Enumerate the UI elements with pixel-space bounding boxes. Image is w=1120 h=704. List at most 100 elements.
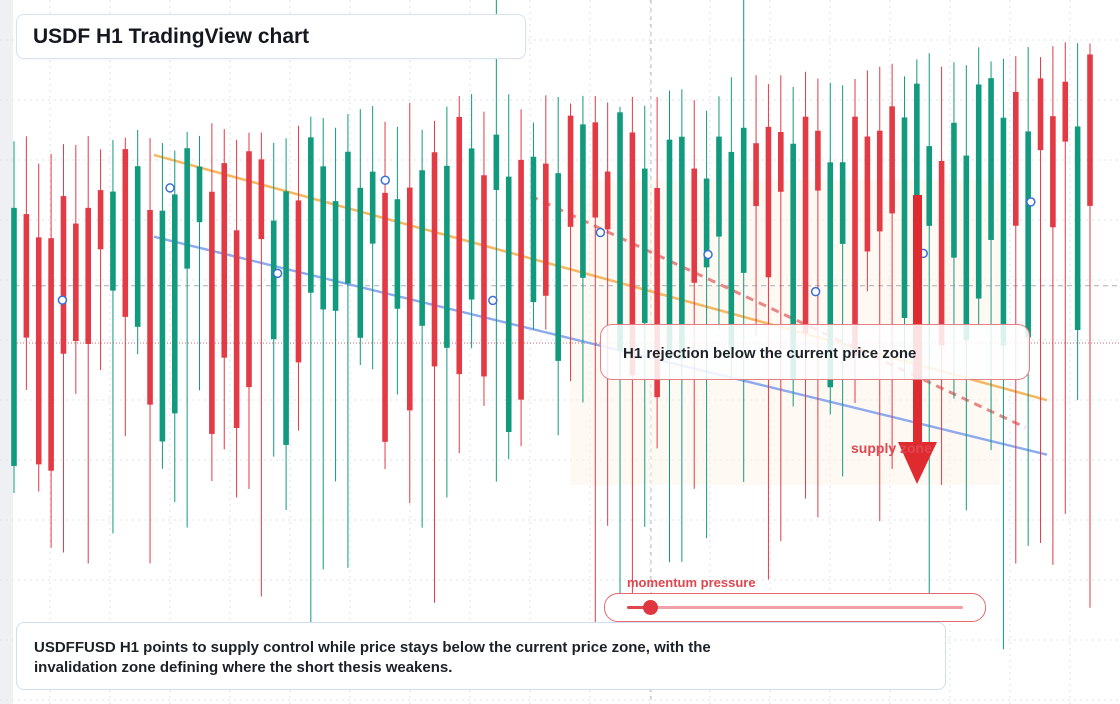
candle-body	[1050, 116, 1056, 228]
circle-marker-icon	[595, 227, 606, 238]
candle-body	[505, 176, 512, 433]
candle-body	[332, 201, 339, 311]
circle-marker-icon	[703, 249, 713, 260]
candle-body	[617, 112, 623, 351]
down-arrow-head	[898, 442, 937, 484]
candle-body	[852, 116, 858, 356]
candle-body	[839, 162, 846, 244]
signal-markers	[57, 175, 1036, 306]
candle-body	[914, 83, 920, 275]
candle-body	[357, 187, 364, 338]
candle-body	[159, 210, 166, 442]
candle-body	[35, 237, 42, 465]
candle-body	[567, 115, 574, 227]
chart-left-edge	[0, 0, 13, 704]
candle-body	[73, 223, 79, 342]
supply-zone-label: supply zone	[851, 440, 932, 456]
candle-body	[110, 191, 116, 291]
candle-body	[184, 148, 190, 269]
candle-body	[815, 130, 821, 191]
candle-body	[209, 191, 215, 434]
rejection-annotation-text: H1 rejection below the current price zon…	[623, 345, 917, 362]
candle-body	[740, 127, 747, 273]
candle-body	[802, 116, 809, 334]
candle-body	[456, 116, 463, 375]
candle-body	[728, 151, 735, 350]
chart-title-card: USDF H1 TradingView chart	[16, 14, 526, 59]
candle-body	[876, 130, 883, 232]
down-arrow-icon	[898, 195, 937, 484]
circle-marker-icon	[165, 183, 175, 193]
summary-text: USDFFUSD H1 points to supply control whi…	[34, 639, 711, 676]
candle-body	[394, 199, 401, 309]
candles	[11, 0, 1093, 654]
candle-body	[1037, 78, 1044, 151]
candle-body	[864, 136, 871, 252]
candle-body	[938, 160, 945, 346]
candle-body	[604, 171, 611, 230]
candle-body	[753, 143, 759, 207]
candle-body	[975, 84, 982, 299]
candle-body	[889, 106, 895, 214]
trend-line	[529, 194, 1027, 429]
candle-body	[444, 165, 450, 348]
candle-body	[765, 126, 772, 278]
candle-body	[196, 166, 203, 223]
candle-body	[592, 122, 599, 218]
candle-body	[48, 238, 54, 471]
circle-marker-icon	[488, 295, 498, 306]
candle-body	[790, 143, 796, 380]
circle-marker-icon	[272, 268, 283, 279]
circle-marker-icon	[810, 286, 821, 297]
momentum-knob[interactable]	[643, 600, 659, 615]
candle-body	[629, 132, 636, 376]
candle-body	[691, 168, 698, 283]
candle-body	[1074, 126, 1081, 331]
candle-body	[1062, 81, 1069, 142]
candle-body	[85, 207, 92, 345]
candle-body	[382, 192, 388, 442]
candle-body	[641, 168, 648, 324]
down-arrow-shaft	[913, 195, 922, 445]
candle-body	[345, 151, 351, 284]
candle-body	[60, 196, 67, 354]
candle-body	[901, 117, 908, 319]
candle-body	[97, 190, 104, 250]
candle-body	[308, 137, 314, 293]
candle-body	[270, 220, 277, 340]
candle-body	[122, 149, 129, 317]
candle-body	[233, 230, 240, 429]
candle-body	[295, 200, 302, 363]
candle-body	[11, 207, 17, 466]
momentum-fill	[627, 606, 651, 609]
candle-body	[988, 78, 994, 240]
candle-body	[518, 159, 524, 400]
candle-body	[134, 166, 141, 327]
candle-body	[1012, 91, 1019, 226]
candle-body	[926, 146, 933, 226]
candle-body	[1025, 131, 1031, 338]
circle-marker-icon	[57, 295, 68, 305]
candle-body	[530, 156, 537, 303]
candle-body	[951, 122, 957, 258]
momentum-slider[interactable]	[604, 593, 986, 622]
candle-body	[221, 163, 228, 358]
chart-title: USDF H1 TradingView chart	[33, 25, 310, 48]
candle-body	[555, 173, 561, 361]
candle-body	[283, 191, 289, 445]
candle-body	[1087, 54, 1093, 206]
candle-body	[246, 151, 252, 388]
candle-body	[23, 214, 30, 338]
candle-body	[716, 136, 722, 237]
candle-body	[493, 134, 500, 191]
candle-body	[703, 178, 710, 268]
rejection-annotation: H1 rejection below the current price zon…	[600, 324, 1030, 380]
circle-marker-icon	[380, 175, 390, 185]
candle-body	[666, 139, 673, 359]
momentum-label: momentum pressure	[627, 575, 756, 590]
candle-body	[431, 152, 438, 367]
candle-body	[654, 187, 660, 398]
candle-body	[320, 166, 326, 310]
candle-body	[481, 175, 487, 377]
candle-body	[580, 124, 586, 278]
